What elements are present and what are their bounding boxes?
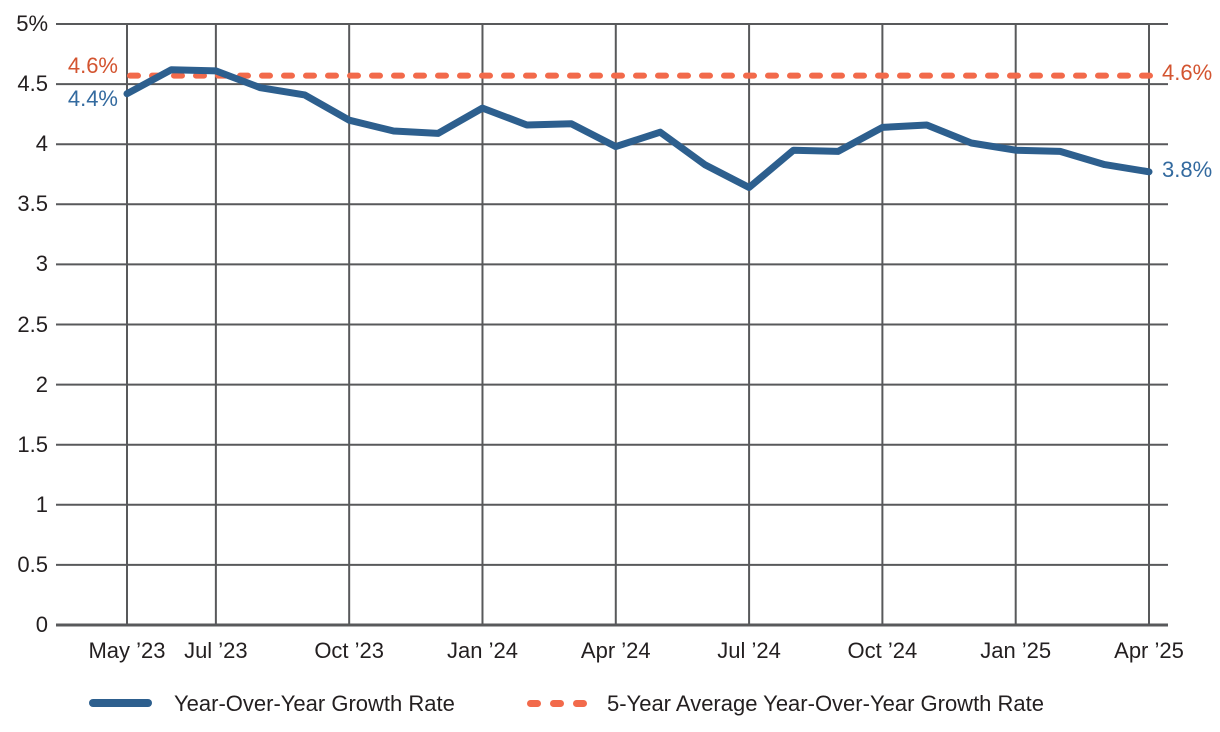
y-axis-tick-label: 1	[35, 491, 48, 517]
x-axis-tick-label: Jan ’25	[980, 638, 1052, 663]
y-axis-tick-label: 0.5	[17, 551, 48, 577]
x-axis-tick-label: May ’23	[88, 638, 166, 663]
growth-line-end-label: 3.8%	[1162, 157, 1213, 182]
y-axis-tick-label: 2	[35, 371, 48, 397]
legend-dash-segment	[527, 700, 541, 707]
x-axis-tick-label: Jul ’23	[184, 638, 248, 663]
x-axis-tick-label: Apr ’25	[1114, 638, 1184, 663]
y-axis-tick-label: 4	[35, 131, 48, 157]
legend-dashed-line-swatch	[527, 700, 587, 707]
y-axis-tick-label: 2.5	[17, 311, 48, 337]
x-axis-tick-label: Apr ’24	[580, 638, 651, 663]
growth-line-start-label: 4.4%	[67, 86, 118, 111]
legend-label-average: 5-Year Average Year-Over-Year Growth Rat…	[607, 691, 1045, 716]
x-axis-tick-label: Oct ’23	[314, 638, 385, 663]
legend-solid-line-swatch	[89, 699, 152, 707]
x-axis-tick-label: Jul ’24	[717, 638, 781, 663]
average-line-end-label: 4.6%	[1162, 60, 1213, 85]
y-axis-tick-label: 0	[35, 612, 48, 637]
legend-dash-segment	[550, 700, 564, 707]
y-axis-tick-label: 1.5	[17, 431, 48, 457]
y-axis-tick-label: 3	[35, 251, 48, 277]
x-axis-tick-label: Oct ’24	[847, 638, 918, 663]
growth-rate-line	[123, 66, 1153, 191]
y-axis-tick-label: 5%	[16, 11, 48, 36]
legend-label-growth-rate: Year-Over-Year Growth Rate	[174, 691, 455, 716]
y-axis-tick-label: 4.5	[17, 71, 48, 97]
legend-dash-segment	[573, 700, 587, 707]
average-line-start-label: 4.6%	[67, 53, 118, 78]
y-axis-tick-label: 3.5	[17, 191, 48, 217]
x-axis-tick-label: Jan ’24	[446, 638, 518, 663]
